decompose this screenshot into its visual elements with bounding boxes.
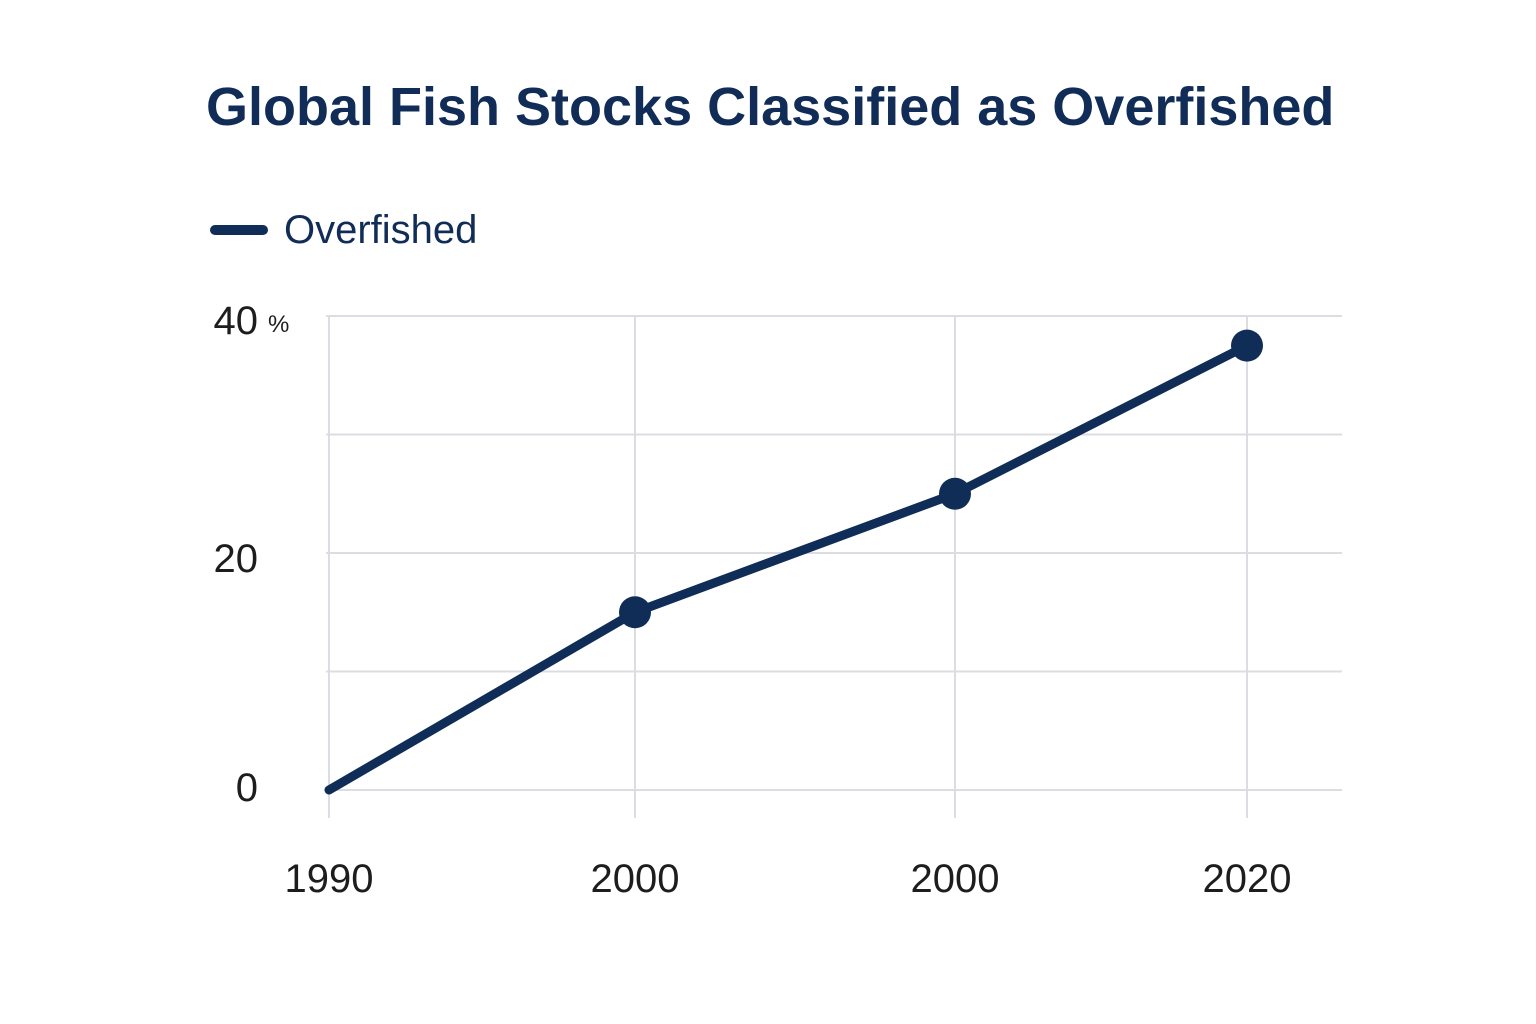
x-tick-label-2000-second: 2000 xyxy=(911,857,1000,901)
grid xyxy=(326,315,1342,818)
legend-label: Overfished xyxy=(284,207,478,252)
y-tick-label-20: 20 xyxy=(214,537,259,581)
data-point-1 xyxy=(619,596,651,629)
chart-title: Global Fish Stocks Classified as Overfis… xyxy=(206,77,1335,137)
x-tick-label-2020: 2020 xyxy=(1203,857,1292,901)
legend: Overfished xyxy=(210,204,477,256)
series-overfished xyxy=(324,329,1263,795)
data-point-3 xyxy=(1231,329,1263,362)
legend-line-swatch xyxy=(210,225,268,235)
x-tick-label-1990: 1990 xyxy=(285,857,374,901)
y-axis-unit: % xyxy=(268,311,289,338)
y-tick-label-0: 0 xyxy=(236,766,258,810)
y-tick-label-40: 40 xyxy=(214,299,259,343)
data-point-2 xyxy=(939,477,971,510)
x-tick-label-2000-first: 2000 xyxy=(591,857,680,901)
series-line-0 xyxy=(324,341,1252,795)
